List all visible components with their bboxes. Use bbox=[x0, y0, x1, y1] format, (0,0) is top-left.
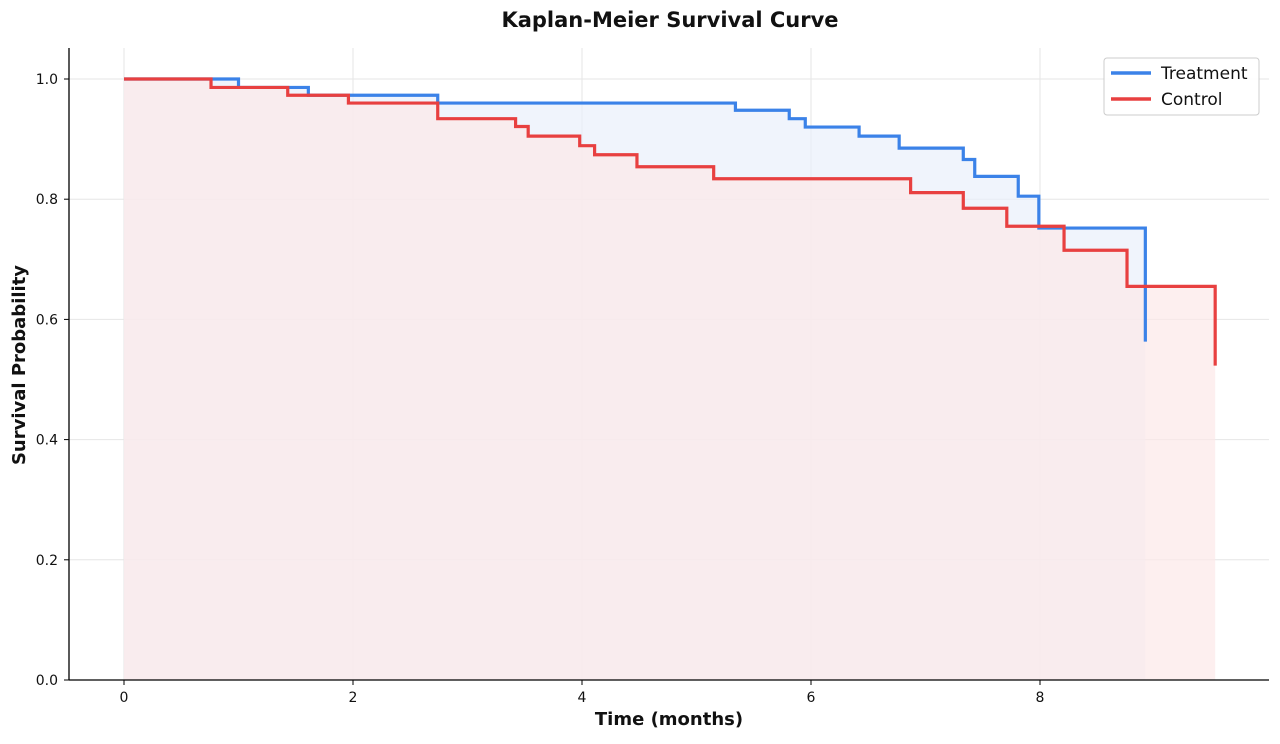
legend: Treatment Control bbox=[1103, 57, 1260, 116]
axes bbox=[68, 48, 1269, 681]
x-axis-label: Time (months) bbox=[595, 709, 743, 730]
x-tick-label: 2 bbox=[349, 690, 358, 706]
legend-treatment-label: Treatment bbox=[1160, 64, 1248, 84]
y-tick-label: 0.2 bbox=[36, 553, 58, 569]
survival-fills bbox=[124, 79, 1216, 680]
y-tick-label: 0.0 bbox=[36, 673, 58, 689]
chart-title: Kaplan-Meier Survival Curve bbox=[501, 8, 838, 32]
control-curve bbox=[124, 77, 1217, 366]
legend-control-label: Control bbox=[1161, 90, 1222, 110]
y-axis-label: Survival Probability bbox=[9, 265, 30, 465]
treatment-curve bbox=[124, 77, 1147, 342]
x-tick-label: 0 bbox=[120, 690, 129, 706]
x-tick-label: 6 bbox=[807, 690, 816, 706]
y-tick-label: 0.8 bbox=[36, 192, 58, 208]
tick-labels: 0 2 4 6 8 0.0 0.2 0.4 0.6 0.8 1.0 bbox=[36, 72, 1045, 706]
y-tick-label: 1.0 bbox=[36, 72, 58, 88]
survival-lines bbox=[124, 77, 1217, 366]
x-tick-label: 8 bbox=[1036, 690, 1045, 706]
y-tick-label: 0.4 bbox=[36, 433, 58, 449]
x-tick-label: 4 bbox=[578, 690, 587, 706]
y-tick-label: 0.6 bbox=[36, 312, 58, 328]
